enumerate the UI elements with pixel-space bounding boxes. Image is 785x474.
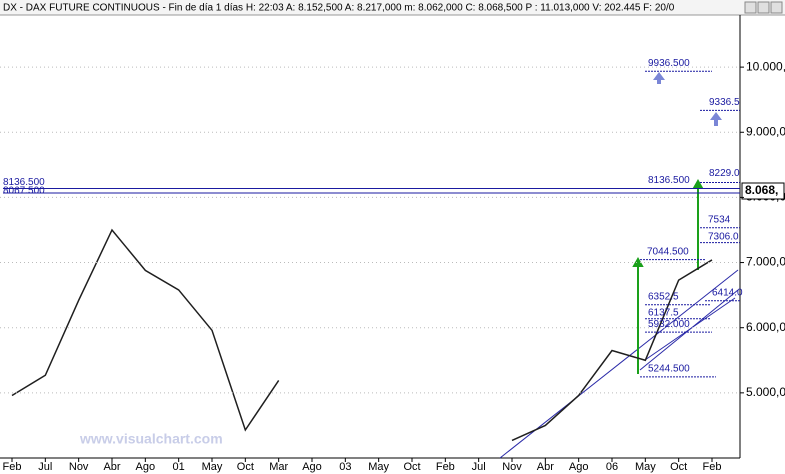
target-arrow [653, 72, 665, 84]
x-tick-label: Oct [237, 461, 254, 473]
y-tick-label: 6.000,0 [746, 320, 785, 334]
level-label: 8136.500 [648, 175, 690, 186]
chart-title: DX - DAX FUTURE CONTINUOUS - Fin de día … [3, 3, 675, 14]
x-tick-label: Feb [436, 461, 455, 473]
y-tick-label: 10.000,0 [746, 59, 785, 73]
green-arrows [632, 178, 704, 374]
level-label: 5932.000 [648, 319, 690, 330]
y-tick-label: 7.000,0 [746, 255, 785, 269]
level-label: 6352.5 [648, 291, 679, 302]
x-tick-label: Abr [537, 461, 554, 473]
maximize-button[interactable] [757, 1, 770, 14]
y-tick-label: 5.000,0 [746, 385, 785, 399]
y-tick-label: 9.000,0 [746, 124, 785, 138]
x-tick-label: 01 [173, 461, 185, 473]
level-label: 7044.500 [647, 246, 689, 257]
level-label: 6137.5 [648, 307, 679, 318]
x-tick-label: 06 [606, 461, 618, 473]
minimize-button[interactable] [744, 1, 757, 14]
x-tick-label: Ago [569, 461, 589, 473]
level-label: 6414.0 [712, 287, 743, 298]
x-tick-label: May [635, 461, 656, 473]
header-bar [0, 0, 785, 15]
x-tick-label: May [368, 461, 389, 473]
level-label: 7306.0 [708, 231, 739, 242]
last-value-box [741, 182, 785, 200]
level-label: 8067.500 [3, 186, 45, 197]
level-label: 7534 [708, 214, 731, 225]
x-tick-label: Oct [403, 461, 420, 473]
close-button[interactable] [770, 1, 783, 14]
x-tick-label: Oct [670, 461, 687, 473]
x-tick-label: Jul [472, 461, 486, 473]
x-tick-label: Nov [502, 461, 522, 473]
x-tick-label: Abr [103, 461, 120, 473]
x-tick-label: Ago [136, 461, 156, 473]
x-tick-label: Feb [703, 461, 722, 473]
x-tick-label: Feb [3, 461, 22, 473]
level-label: 9936.500 [648, 58, 690, 69]
target-arrow [710, 112, 722, 126]
x-tick-label: Ago [302, 461, 322, 473]
level-label: 8229.0 [709, 168, 740, 179]
x-tick-label: Jul [38, 461, 52, 473]
last-value: 8.068, [745, 183, 778, 197]
x-tick-label: 03 [339, 461, 351, 473]
level-label: 8136.500 [3, 177, 45, 188]
watermark: www.visualchart.com [79, 431, 223, 447]
x-tick-label: Nov [69, 461, 89, 473]
level-label: 9336.5 [709, 97, 740, 108]
price-line [11, 228, 713, 442]
x-tick-label: Mar [269, 461, 288, 473]
x-tick-label: May [202, 461, 223, 473]
trend-lines [499, 269, 739, 459]
level-label: 5244.500 [648, 364, 690, 375]
